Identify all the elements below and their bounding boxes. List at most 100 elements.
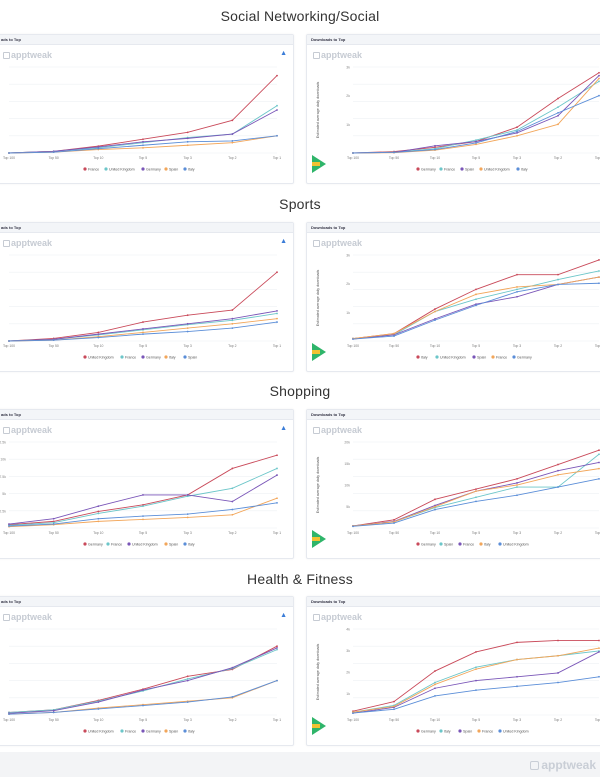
series-line (352, 478, 600, 527)
alert-icon[interactable]: ▲ (280, 238, 287, 245)
apptweak-logo-icon (3, 614, 10, 621)
legend-label[interactable]: Germany (146, 355, 161, 359)
data-point (475, 651, 477, 653)
legend-label[interactable]: United Kingdom (484, 167, 510, 171)
x-tick-label: Top 50 (389, 344, 399, 348)
data-point (516, 134, 518, 137)
data-point (352, 712, 354, 714)
data-point (142, 140, 144, 143)
data-point (598, 449, 600, 452)
legend-label[interactable]: Italy (444, 729, 451, 733)
data-point (516, 658, 518, 661)
legend-label[interactable]: France (88, 167, 99, 171)
data-point (52, 339, 55, 342)
legend-label[interactable]: France (444, 167, 455, 171)
data-point (186, 675, 189, 678)
y-axis-label: Estimated average daily downloads (316, 270, 320, 327)
alert-icon[interactable]: ▲ (280, 50, 287, 57)
legend-label[interactable]: France (125, 355, 136, 359)
series-line (352, 276, 600, 340)
footer-brand: apptweak (530, 758, 596, 772)
data-point (598, 74, 600, 77)
legend-label[interactable]: France (496, 355, 507, 359)
legend-label[interactable]: Spain (444, 542, 453, 546)
chart-card-2: Downloads to Top apptweak 1k 2k 3k Estimated … (306, 34, 600, 184)
data-point (276, 648, 278, 651)
data-point (393, 522, 395, 524)
legend-label[interactable]: Spain (169, 542, 178, 546)
legend-label[interactable]: Italy (484, 542, 491, 546)
data-point (475, 298, 477, 301)
x-tick-label: Top 2 (554, 718, 562, 722)
x-tick-label: Top 1 (273, 718, 281, 722)
alert-icon[interactable]: ▲ (280, 425, 287, 432)
legend-label[interactable]: Spain (463, 729, 472, 733)
data-point (598, 94, 600, 97)
legend-label[interactable]: Italy (421, 355, 428, 359)
brand-watermark: apptweak (3, 50, 52, 60)
data-point (52, 521, 55, 524)
x-tick-label: Top 2 (554, 344, 562, 348)
data-point (186, 513, 189, 516)
legend-label[interactable]: France (111, 542, 122, 546)
legend-label[interactable]: Germany (88, 542, 103, 546)
legend-label[interactable]: Spain (465, 167, 474, 171)
x-tick-label: Top 2 (554, 156, 562, 160)
data-point (434, 683, 436, 686)
data-point (97, 505, 100, 508)
legend-label[interactable]: United Kingdom (440, 355, 466, 359)
legend-label[interactable]: Italy (169, 355, 176, 359)
legend-label[interactable]: Germany (421, 542, 436, 546)
card-heading: Downloads to Top (307, 410, 600, 420)
legend-label[interactable]: Germany (421, 167, 436, 171)
legend-label[interactable]: Spain (477, 355, 486, 359)
y-tick-label: 2.5k (0, 509, 6, 513)
legend-label[interactable]: Italy (188, 542, 195, 546)
data-point (52, 711, 55, 714)
legend-label[interactable]: Germany (517, 355, 532, 359)
legend-label[interactable]: Italy (188, 167, 195, 171)
x-tick-label: Top 1 (595, 531, 600, 535)
line-chart: 5k 10k 15k 20k Estimated average daily downl… (316, 441, 600, 547)
legend-label[interactable]: Germany (146, 729, 161, 733)
legend-label[interactable]: France (125, 729, 136, 733)
legend-label[interactable]: Italy (188, 729, 195, 733)
legend-label[interactable]: United Kingdom (503, 729, 529, 733)
x-tick-label: Top 1 (273, 156, 281, 160)
x-tick-label: Top 1 (273, 344, 281, 348)
alert-icon[interactable]: ▲ (280, 612, 287, 619)
data-point (475, 679, 477, 682)
legend-label[interactable]: United Kingdom (88, 355, 114, 359)
data-point (598, 71, 600, 74)
data-point (557, 278, 559, 281)
legend-label[interactable]: Spain (169, 167, 178, 171)
data-point (142, 333, 144, 336)
legend-swatch (439, 729, 443, 733)
x-tick-label: Top 5 (472, 156, 480, 160)
data-point (557, 672, 559, 674)
data-point (598, 647, 600, 650)
legend-label[interactable]: Spain (169, 729, 178, 733)
legend-label[interactable]: United Kingdom (109, 167, 135, 171)
series-line (8, 645, 278, 713)
data-point (598, 467, 600, 470)
data-point (434, 505, 436, 508)
data-point (276, 497, 278, 500)
legend-label[interactable]: Germany (146, 167, 161, 171)
legend-label[interactable]: Italy (521, 167, 528, 171)
legend-label[interactable]: France (463, 542, 474, 546)
legend-label[interactable]: France (482, 729, 493, 733)
data-point (434, 144, 436, 147)
y-tick-label: 12.5k (0, 441, 6, 445)
brand-text: apptweak (321, 238, 363, 248)
data-point (557, 273, 559, 276)
legend-label[interactable]: United Kingdom (503, 542, 529, 546)
legend-label[interactable]: United Kingdom (132, 542, 158, 546)
legend-label[interactable]: Germany (421, 729, 436, 733)
data-point (393, 518, 395, 521)
apptweak-logo-icon (3, 240, 10, 247)
legend-swatch (83, 542, 87, 546)
legend-label[interactable]: United Kingdom (88, 729, 114, 733)
data-point (231, 140, 234, 142)
legend-label[interactable]: Spain (188, 355, 197, 359)
